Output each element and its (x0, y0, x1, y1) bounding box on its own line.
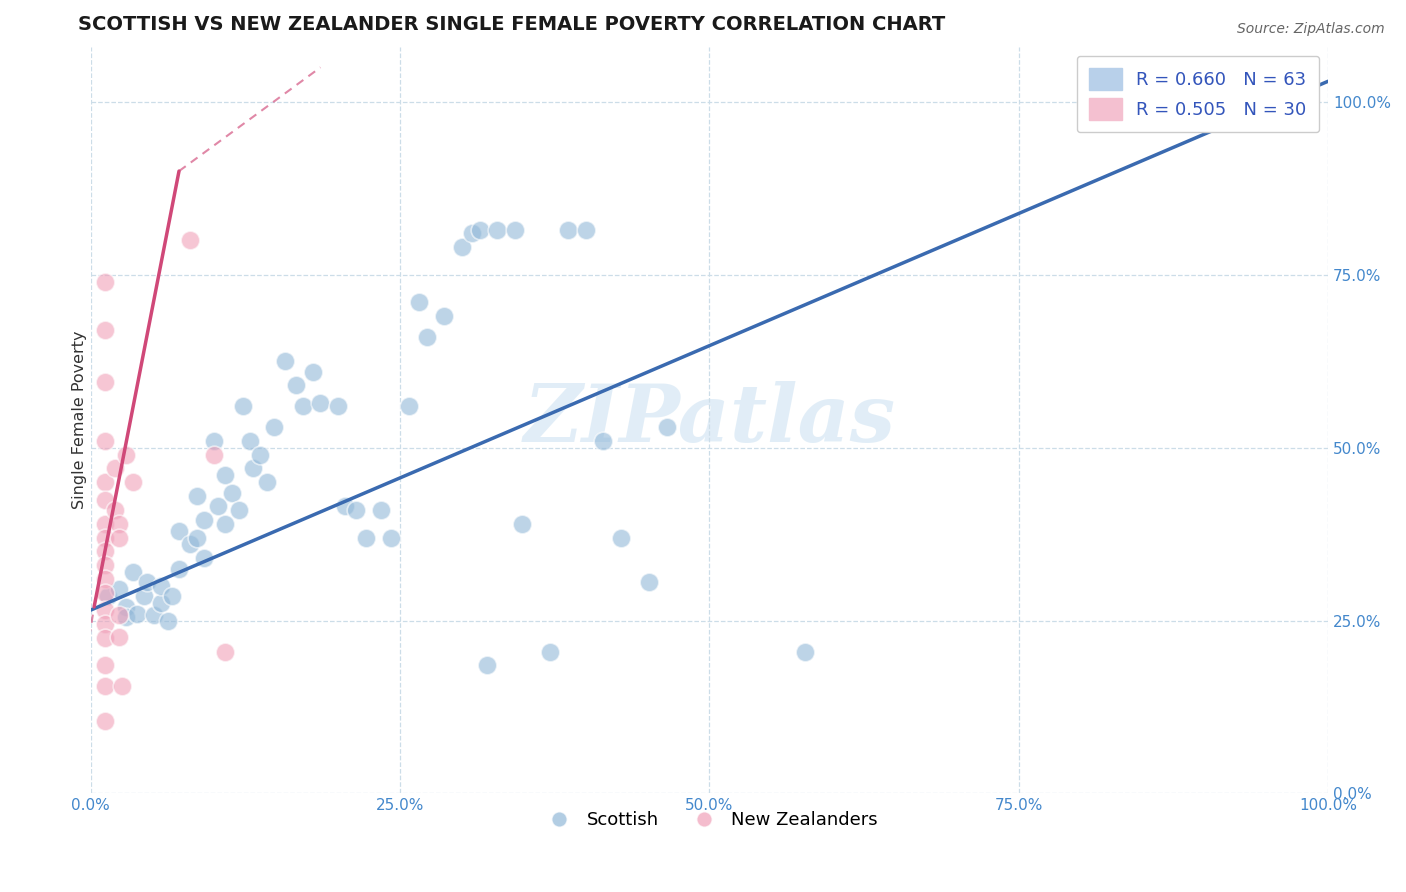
Point (108, 582, 131, 597)
Point (115, 610, 138, 624)
Point (132, 590, 155, 604)
Point (115, 599, 138, 614)
Point (94, 617, 117, 632)
Point (263, 420, 285, 434)
Point (108, 630, 131, 644)
Point (610, 531, 633, 545)
Point (638, 575, 661, 590)
Point (309, 395, 332, 409)
Point (242, 461, 264, 475)
Text: SCOTTISH VS NEW ZEALANDER SINGLE FEMALE POVERTY CORRELATION CHART: SCOTTISH VS NEW ZEALANDER SINGLE FEMALE … (79, 15, 945, 34)
Point (451, 240, 474, 254)
Point (186, 489, 208, 503)
Point (221, 485, 243, 500)
Point (179, 233, 201, 247)
Point (94, 516, 117, 531)
Point (326, 399, 349, 413)
Point (486, 223, 509, 237)
Text: Source: ZipAtlas.com: Source: ZipAtlas.com (1237, 22, 1385, 37)
Point (150, 596, 173, 610)
Point (186, 531, 208, 545)
Point (193, 551, 215, 566)
Point (122, 565, 145, 579)
Point (214, 468, 236, 483)
Point (503, 223, 526, 237)
Point (97, 590, 120, 604)
Point (143, 607, 166, 622)
Point (150, 579, 173, 593)
Point (157, 614, 180, 628)
Point (380, 531, 402, 545)
Legend: Scottish, New Zealanders: Scottish, New Zealanders (534, 805, 884, 837)
Point (214, 516, 236, 531)
Point (94, 492, 117, 507)
Point (125, 607, 148, 621)
Point (94, 603, 117, 617)
Point (104, 461, 127, 475)
Point (160, 590, 183, 604)
Point (433, 310, 456, 324)
Point (94, 586, 117, 600)
Point (104, 503, 127, 517)
Point (370, 503, 392, 517)
Text: ZIPatlas: ZIPatlas (523, 381, 896, 458)
Point (94, 714, 117, 728)
Point (793, 645, 815, 659)
Point (575, 223, 598, 237)
Y-axis label: Single Female Poverty: Single Female Poverty (72, 331, 87, 509)
Point (302, 365, 325, 379)
Point (408, 295, 430, 310)
Point (475, 658, 498, 673)
Point (115, 448, 138, 462)
Point (415, 330, 437, 344)
Point (111, 679, 134, 693)
Point (94, 275, 117, 289)
Point (232, 399, 254, 413)
Point (94, 572, 117, 586)
Point (122, 475, 145, 490)
Point (1229, 95, 1251, 109)
Point (291, 399, 314, 413)
Point (94, 531, 117, 545)
Point (335, 500, 357, 514)
Point (344, 503, 367, 517)
Point (94, 375, 117, 389)
Point (108, 607, 131, 622)
Point (202, 448, 225, 462)
Point (228, 503, 250, 517)
Point (655, 420, 678, 434)
Point (94, 658, 117, 673)
Point (398, 399, 420, 413)
Point (94, 631, 117, 645)
Point (108, 531, 131, 545)
Point (256, 475, 278, 490)
Point (510, 516, 533, 531)
Point (214, 645, 236, 659)
Point (592, 434, 614, 448)
Point (94, 679, 117, 693)
Point (356, 531, 378, 545)
Point (468, 223, 491, 237)
Point (193, 513, 215, 527)
Point (284, 378, 307, 392)
Point (239, 434, 262, 448)
Point (461, 227, 484, 241)
Point (94, 323, 117, 337)
Point (136, 575, 159, 590)
Point (94, 558, 117, 573)
Point (274, 354, 297, 368)
Point (94, 475, 117, 490)
Point (108, 516, 131, 531)
Point (167, 524, 190, 538)
Point (207, 500, 229, 514)
Point (167, 562, 190, 576)
Point (179, 537, 201, 551)
Point (202, 434, 225, 448)
Point (557, 223, 579, 237)
Point (94, 544, 117, 558)
Point (249, 448, 271, 462)
Point (538, 645, 561, 659)
Point (94, 434, 117, 448)
